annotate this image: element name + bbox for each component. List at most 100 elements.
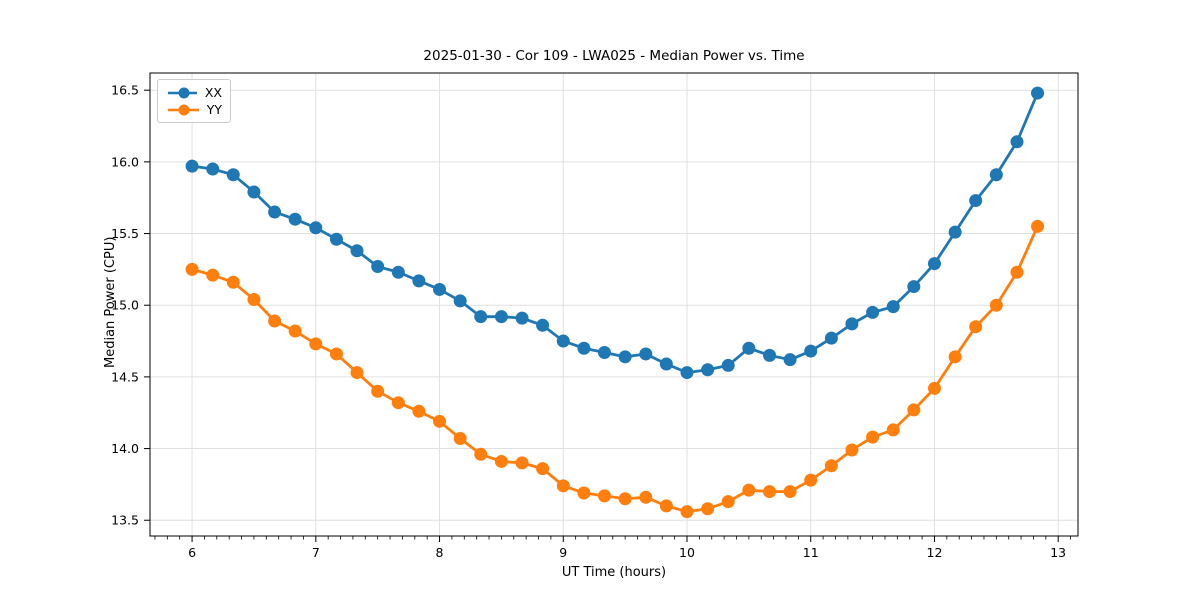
data-point-xx xyxy=(329,232,343,246)
data-point-yy xyxy=(701,502,715,516)
data-point-xx xyxy=(268,205,282,219)
y-tick-label: 14.5 xyxy=(111,369,139,384)
y-tick-label: 16.0 xyxy=(111,154,139,169)
data-point-xx xyxy=(701,363,715,377)
y-tick-label: 16.5 xyxy=(111,83,139,98)
data-point-xx xyxy=(927,257,941,271)
data-point-xx xyxy=(350,244,364,258)
data-point-xx xyxy=(742,341,756,355)
data-point-yy xyxy=(536,462,550,476)
data-point-yy xyxy=(989,298,1003,312)
data-point-xx xyxy=(577,341,591,355)
data-point-yy xyxy=(866,430,880,444)
data-point-yy xyxy=(268,314,282,328)
legend-line-marker-yy-icon xyxy=(168,104,199,115)
x-tick-label: 6 xyxy=(188,545,196,560)
data-point-xx xyxy=(515,311,529,325)
legend: XX YY xyxy=(157,79,231,123)
legend-entry-xx: XX xyxy=(166,84,222,101)
data-point-yy xyxy=(329,347,343,361)
data-point-yy xyxy=(206,268,220,282)
data-point-yy xyxy=(1010,265,1024,279)
y-tick-label: 15.0 xyxy=(111,298,139,313)
data-point-yy xyxy=(391,396,405,410)
data-point-xx xyxy=(866,305,880,319)
data-point-yy xyxy=(1031,219,1045,233)
x-tick-label: 12 xyxy=(927,545,943,560)
data-point-xx xyxy=(824,331,838,345)
data-point-yy xyxy=(453,432,467,446)
data-point-yy xyxy=(474,447,488,461)
data-point-xx xyxy=(989,168,1003,182)
x-axis-label: UT Time (hours) xyxy=(561,565,667,580)
data-point-xx xyxy=(494,310,508,324)
x-tick-label: 11 xyxy=(803,545,819,560)
data-point-xx xyxy=(845,317,859,331)
x-tick-label: 13 xyxy=(1050,545,1066,560)
data-point-yy xyxy=(515,456,529,470)
data-point-yy xyxy=(371,384,385,398)
data-point-yy xyxy=(494,454,508,468)
data-point-xx xyxy=(226,168,240,182)
data-point-xx xyxy=(763,348,777,362)
data-point-yy xyxy=(226,275,240,289)
data-point-xx xyxy=(659,357,673,371)
data-point-yy xyxy=(309,337,323,351)
data-point-yy xyxy=(804,473,818,487)
data-point-xx xyxy=(556,334,570,348)
data-point-xx xyxy=(247,185,261,199)
data-point-yy xyxy=(618,492,632,506)
data-point-xx xyxy=(886,300,900,314)
data-point-yy xyxy=(824,459,838,473)
data-point-xx xyxy=(948,225,962,239)
x-tick-label: 7 xyxy=(312,545,320,560)
data-point-xx xyxy=(1031,86,1045,100)
data-point-xx xyxy=(371,260,385,274)
data-point-xx xyxy=(680,366,694,380)
data-point-yy xyxy=(742,483,756,497)
data-point-xx xyxy=(453,294,467,308)
y-axis-label: Median Power (CPU) xyxy=(103,236,118,368)
data-point-yy xyxy=(783,485,797,499)
data-point-yy xyxy=(597,489,611,503)
data-point-yy xyxy=(659,499,673,513)
data-point-yy xyxy=(680,505,694,519)
data-point-yy xyxy=(185,262,199,276)
legend-entry-yy: YY xyxy=(166,101,222,118)
x-tick-label: 9 xyxy=(559,545,567,560)
data-point-yy xyxy=(721,495,735,509)
axes-spines xyxy=(149,72,1079,537)
data-point-xx xyxy=(907,280,921,294)
data-point-yy xyxy=(845,443,859,457)
x-tick-label: 8 xyxy=(436,545,444,560)
data-point-yy xyxy=(247,292,261,306)
data-point-xx xyxy=(474,310,488,324)
data-point-xx xyxy=(288,212,302,226)
data-point-yy xyxy=(412,404,426,418)
data-point-yy xyxy=(969,320,983,334)
legend-label-yy: YY xyxy=(206,102,222,117)
data-point-yy xyxy=(639,490,653,504)
data-point-xx xyxy=(783,353,797,367)
data-point-yy xyxy=(948,350,962,364)
data-point-yy xyxy=(350,366,364,380)
y-tick-label: 15.5 xyxy=(111,226,139,241)
data-point-xx xyxy=(618,350,632,364)
data-point-yy xyxy=(556,479,570,493)
data-point-yy xyxy=(927,381,941,395)
data-point-yy xyxy=(886,423,900,437)
data-point-xx xyxy=(804,344,818,358)
y-tick-label: 14.0 xyxy=(111,441,139,456)
data-point-xx xyxy=(721,358,735,372)
data-point-xx xyxy=(391,265,405,279)
data-point-yy xyxy=(288,324,302,338)
data-point-xx xyxy=(185,159,199,173)
data-point-xx xyxy=(309,221,323,235)
data-point-yy xyxy=(577,486,591,500)
data-point-yy xyxy=(433,414,447,428)
data-point-xx xyxy=(536,318,550,332)
data-point-xx xyxy=(969,194,983,208)
data-point-xx xyxy=(433,282,447,296)
